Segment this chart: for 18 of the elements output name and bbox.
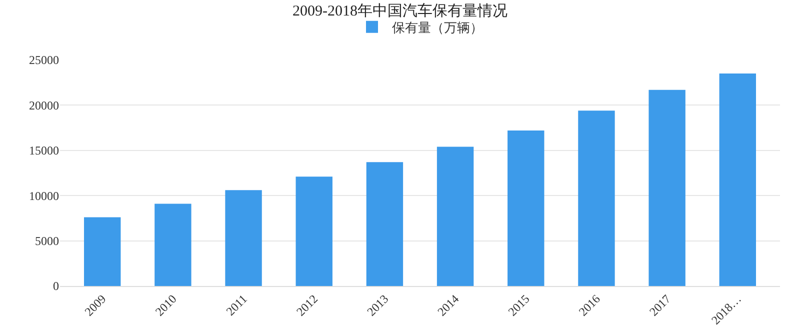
bar [508, 130, 544, 286]
bar [436, 146, 474, 286]
y-tick-label: 5000 [35, 234, 59, 248]
bar [225, 190, 262, 286]
y-tick-label: 0 [53, 279, 59, 294]
bar [578, 110, 615, 286]
bar [366, 162, 404, 286]
bar [154, 204, 192, 286]
legend-label: 保有量（万辆） [392, 20, 483, 35]
bar [648, 90, 686, 286]
chart-title: 2009-2018年中国汽车保有量情况 [292, 2, 508, 20]
bar [719, 74, 756, 286]
bar [296, 176, 332, 286]
y-tick-label: 10000 [29, 188, 59, 203]
y-tick-label: 25000 [29, 53, 59, 68]
y-tick-label: 15000 [29, 144, 59, 158]
bar [84, 217, 121, 286]
y-tick-label: 20000 [29, 98, 59, 112]
